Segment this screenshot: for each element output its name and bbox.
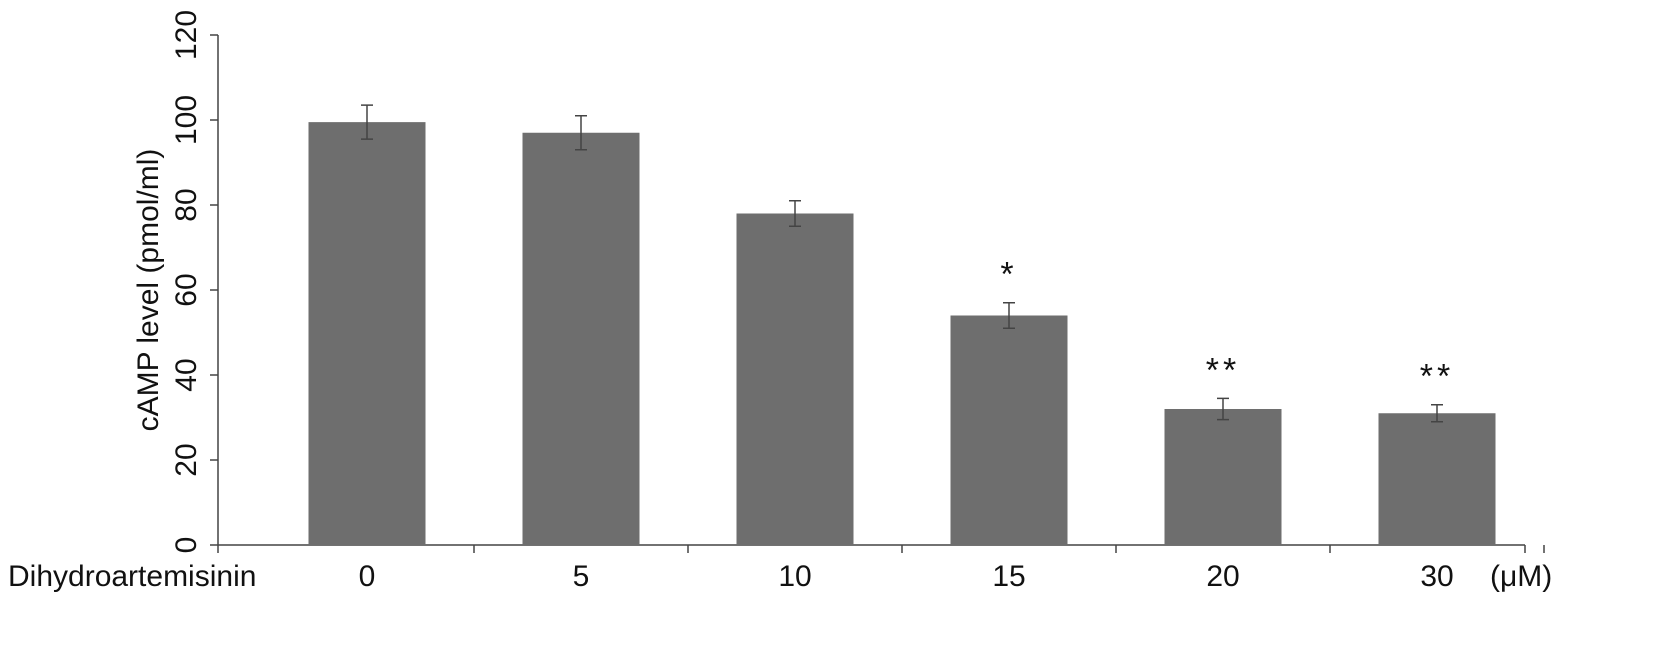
y-tick-label: 0	[170, 537, 203, 554]
bar	[736, 213, 854, 545]
bar	[1164, 409, 1282, 545]
significance-label: *	[1000, 256, 1017, 294]
significance-label: **	[1420, 358, 1454, 396]
bar	[950, 315, 1068, 545]
x-tick-label: 20	[1206, 560, 1239, 593]
y-tick-label: 60	[170, 273, 203, 306]
bar	[522, 132, 640, 545]
bar	[1378, 413, 1496, 545]
y-tick-label: 80	[170, 188, 203, 221]
bar	[308, 122, 426, 545]
x-tick-label: 30	[1420, 560, 1453, 593]
x-axis-label: Dihydroartemisinin	[8, 560, 256, 593]
x-axis-unit: (μM)	[1490, 560, 1552, 593]
y-axis-label: cAMP level (pmol/ml)	[132, 149, 165, 432]
y-tick-label: 40	[170, 358, 203, 391]
y-tick-label: 100	[170, 95, 203, 145]
x-tick-label: 0	[359, 560, 376, 593]
y-tick-label: 120	[170, 10, 203, 60]
y-tick-label: 20	[170, 443, 203, 476]
significance-label: **	[1206, 351, 1240, 389]
x-tick-label: 5	[573, 560, 590, 593]
x-tick-label: 15	[992, 560, 1025, 593]
x-tick-label: 10	[778, 560, 811, 593]
